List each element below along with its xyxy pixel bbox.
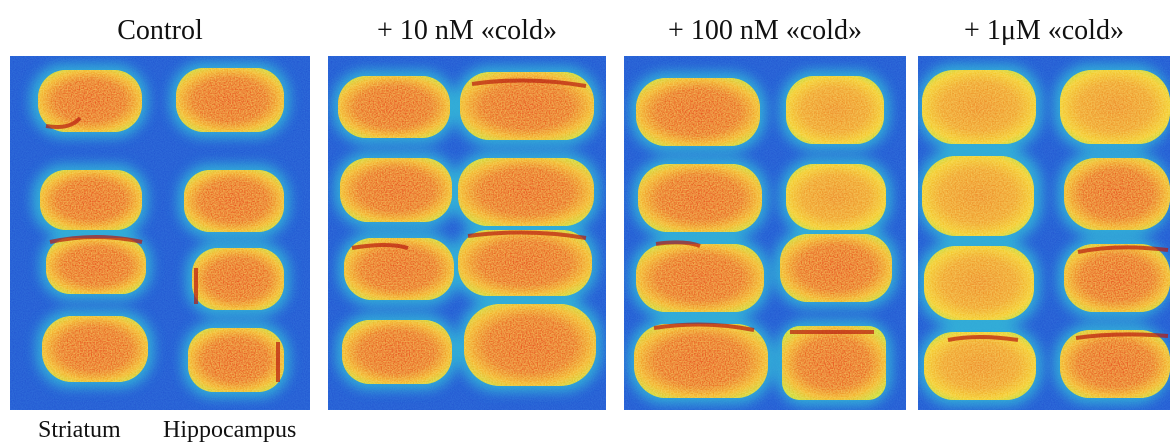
section-hippocampus-2 bbox=[184, 170, 284, 232]
cortex-rims bbox=[947, 245, 1169, 342]
brain-sections bbox=[338, 72, 596, 386]
section-hippocampus-1 bbox=[1060, 70, 1170, 144]
section-striatum-4 bbox=[634, 324, 768, 398]
section-striatum-4 bbox=[924, 332, 1036, 400]
section-striatum-4 bbox=[42, 316, 148, 382]
cortex-rims bbox=[653, 240, 874, 334]
section-striatum-2 bbox=[340, 158, 452, 222]
section-hippocampus-3 bbox=[780, 234, 892, 302]
section-striatum-4 bbox=[342, 320, 452, 384]
autoradiogram-panel-1um bbox=[918, 56, 1170, 410]
panel-title-10nm: + 10 nM «cold» bbox=[377, 15, 557, 46]
section-hippocampus-4 bbox=[464, 304, 596, 386]
panel-title-100nm: + 100 nM «cold» bbox=[668, 15, 862, 46]
section-striatum-2 bbox=[40, 170, 142, 230]
cortex-rims bbox=[45, 116, 280, 382]
column-label-striatum: Striatum bbox=[38, 417, 121, 443]
autoradiogram-panel-control bbox=[10, 56, 310, 410]
section-striatum-2 bbox=[922, 156, 1034, 236]
section-hippocampus-3 bbox=[192, 248, 284, 310]
section-striatum-1 bbox=[636, 78, 760, 146]
autoradiogram-panel-10nm bbox=[328, 56, 606, 410]
panel-title-control: Control bbox=[117, 15, 203, 46]
section-striatum-3 bbox=[46, 238, 146, 294]
section-striatum-1 bbox=[38, 70, 142, 132]
section-hippocampus-1 bbox=[176, 68, 284, 132]
section-hippocampus-3 bbox=[458, 230, 592, 296]
column-label-hippocampus: Hippocampus bbox=[163, 417, 297, 443]
section-hippocampus-2 bbox=[786, 164, 886, 230]
section-hippocampus-3 bbox=[1064, 244, 1170, 312]
section-hippocampus-4 bbox=[188, 328, 284, 392]
section-striatum-1 bbox=[338, 76, 450, 138]
section-striatum-2 bbox=[638, 164, 762, 232]
section-hippocampus-2 bbox=[1064, 158, 1170, 230]
section-hippocampus-4 bbox=[782, 326, 886, 400]
section-striatum-3 bbox=[924, 246, 1034, 320]
section-striatum-3 bbox=[344, 238, 454, 300]
brain-sections bbox=[922, 70, 1170, 400]
brain-sections bbox=[634, 76, 892, 400]
cortex-rims bbox=[351, 78, 587, 250]
section-hippocampus-4 bbox=[1060, 330, 1170, 398]
section-hippocampus-1 bbox=[786, 76, 884, 144]
autoradiogram-panel-100nm bbox=[624, 56, 906, 410]
section-striatum-3 bbox=[636, 244, 764, 312]
panel-title-1um: + 1μM «cold» bbox=[964, 15, 1124, 46]
section-striatum-1 bbox=[922, 70, 1036, 144]
section-hippocampus-1 bbox=[460, 72, 594, 140]
brain-sections bbox=[38, 68, 284, 392]
section-hippocampus-2 bbox=[458, 158, 594, 226]
